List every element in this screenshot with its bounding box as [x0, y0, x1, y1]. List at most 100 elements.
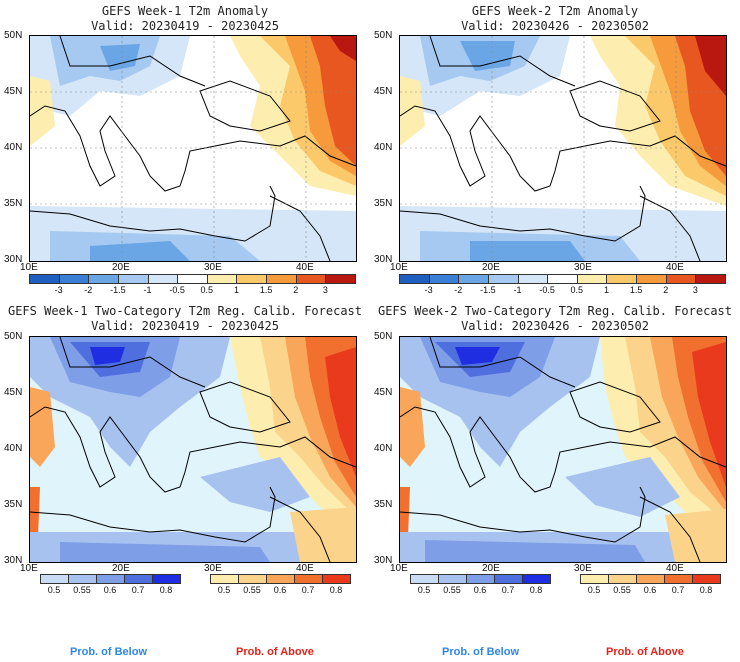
colorbar-tick-label: 1.5 [629, 285, 643, 295]
colorbar-swatch [68, 574, 97, 584]
prob-above-colorbar: 0.5 0.55 0.6 0.7 0.8 [210, 574, 351, 598]
colorbar-tick-label: 1.5 [259, 285, 273, 295]
lon-label-30e: 30E [204, 262, 222, 273]
lat-label-50n: 50N [374, 30, 393, 41]
colorbar-tick-label: 0.6 [473, 585, 487, 595]
colorbar-swatch [664, 574, 693, 584]
lat-label-30n: 30N [4, 254, 23, 265]
colorbar-tick-label: 0.5 [587, 585, 601, 595]
colorbar-tick-label: -3 [54, 285, 63, 295]
lon-label-10e: 10E [20, 563, 38, 574]
colorbar-tick-label: 0.6 [103, 585, 117, 595]
colorbar-swatch [458, 274, 489, 284]
panel-week1-prob: GEFS Week-1 Two-Category T2m Reg. Calib.… [0, 300, 370, 600]
anomaly-map-svg [400, 36, 726, 261]
colorbar-tick-label: 0.5 [217, 585, 231, 595]
colorbar-swatch [117, 274, 149, 284]
lat-label-45n: 45N [4, 387, 23, 398]
lat-label-50n: 50N [4, 331, 23, 342]
lat-label-30n: 30N [374, 254, 393, 265]
panel-title: GEFS Week-2 Two-Category T2m Reg. Calib.… [377, 304, 732, 318]
colorbar-swatch [410, 574, 439, 584]
lon-label-10e: 10E [390, 563, 408, 574]
lon-label-40e: 40E [666, 563, 684, 574]
lat-label-35n: 35N [4, 198, 23, 209]
lat-label-40n: 40N [374, 142, 393, 153]
colorbar-swatch [428, 274, 460, 284]
colorbar-swatch [58, 274, 90, 284]
lat-label-30n: 30N [4, 555, 23, 566]
colorbar-swatch [517, 274, 549, 284]
colorbar-swatch [124, 574, 153, 584]
colorbar-tick-label: -1.5 [110, 285, 126, 295]
lon-label-30e: 30E [574, 563, 592, 574]
colorbar-tick-label: -2 [454, 285, 463, 295]
colorbar-swatch [695, 274, 726, 284]
colorbar-swatch [466, 574, 495, 584]
lat-label-40n: 40N [374, 443, 393, 454]
lat-label-35n: 35N [374, 499, 393, 510]
legend-above-left: Prob. of Above [236, 646, 314, 658]
prob-below-colorbar: 0.5 0.55 0.6 0.7 0.8 [410, 574, 551, 598]
colorbar-swatch [547, 274, 578, 284]
colorbar-tick-label: 0.7 [131, 585, 145, 595]
lon-label-10e: 10E [390, 262, 408, 273]
lon-label-20e: 20E [482, 563, 500, 574]
lat-label-45n: 45N [374, 387, 393, 398]
colorbar-tick-label: 1 [233, 285, 239, 295]
panel-week2-anomaly: GEFS Week-2 T2m Anomaly Valid: 20230426 … [370, 0, 740, 300]
colorbar-swatch [494, 574, 523, 584]
colorbar-tick-label: -1 [143, 285, 152, 295]
prob-map-svg [400, 337, 726, 562]
colorbar-tick-label: -0.5 [539, 285, 555, 295]
colorbar-swatch [152, 574, 181, 584]
colorbar-tick-label: 0.6 [273, 585, 287, 595]
colorbar-swatch [438, 574, 467, 584]
colorbar-swatch [206, 274, 238, 284]
lon-label-40e: 40E [296, 563, 314, 574]
colorbar-tick-label: 0.55 [443, 585, 461, 595]
lon-label-30e: 30E [204, 563, 222, 574]
colorbar-tick-label: 3 [322, 285, 328, 295]
legend-below-right: Prob. of Below [442, 646, 519, 658]
colorbar-tick-label: 0.5 [570, 285, 584, 295]
colorbar-tick-label: 0.55 [613, 585, 631, 595]
lat-label-40n: 40N [4, 443, 23, 454]
colorbar-swatch [636, 574, 665, 584]
lat-label-45n: 45N [4, 86, 23, 97]
colorbar-tick-label: 0.8 [699, 585, 713, 595]
colorbar-swatch [40, 574, 69, 584]
colorbar-swatch [606, 274, 638, 284]
colorbar-swatch [294, 574, 323, 584]
anomaly-colorbar: -3 -2 -1.5 -1 -0.5 0.5 1 1.5 2 3 [29, 274, 356, 298]
lat-label-35n: 35N [4, 499, 23, 510]
colorbar-swatch [177, 274, 208, 284]
colorbar-swatch [325, 274, 356, 284]
lon-label-30e: 30E [574, 262, 592, 273]
colorbar-swatch [236, 274, 268, 284]
lon-label-20e: 20E [482, 262, 500, 273]
colorbar-tick-label: 0.6 [643, 585, 657, 595]
colorbar-tick-label: 0.5 [200, 285, 214, 295]
panel-title: GEFS Week-2 T2m Anomaly [471, 4, 639, 18]
legend-below-left: Prob. of Below [70, 646, 147, 658]
lon-label-20e: 20E [112, 563, 130, 574]
panel-week1-anomaly: GEFS Week-1 T2m Anomaly Valid: 20230419 … [0, 0, 370, 300]
prob-map-svg [30, 337, 356, 562]
colorbar-tick-label: -1 [513, 285, 522, 295]
colorbar-swatch [322, 574, 351, 584]
colorbar-tick-label: -0.5 [169, 285, 185, 295]
colorbar-swatch [266, 574, 295, 584]
colorbar-tick-label: 0.5 [417, 585, 431, 595]
colorbar-swatch [210, 574, 239, 584]
colorbar-swatch [692, 574, 721, 584]
colorbar-swatch [266, 274, 297, 284]
colorbar-tick-label: -1.5 [480, 285, 496, 295]
lat-label-40n: 40N [4, 142, 23, 153]
colorbar-tick-label: 0.5 [47, 585, 61, 595]
colorbar-tick-label: 0.7 [501, 585, 515, 595]
colorbar-tick-label: 1 [603, 285, 609, 295]
panel-subtitle: Valid: 20230419 - 20230425 [91, 19, 279, 33]
panel-title: GEFS Week-1 Two-Category T2m Reg. Calib.… [7, 304, 362, 318]
anomaly-map-svg [30, 36, 356, 261]
